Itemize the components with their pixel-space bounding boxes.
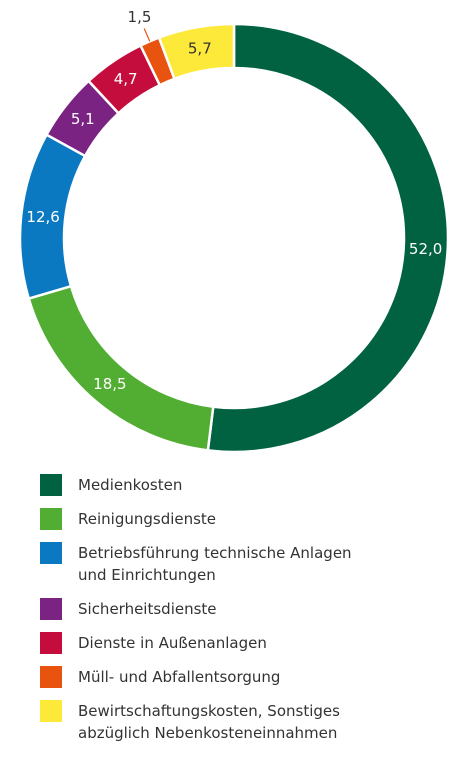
value-label: 52,0 bbox=[409, 240, 442, 258]
legend-item: Bewirtschaftungskosten, Sonstiges abzügl… bbox=[40, 700, 370, 744]
donut-slice bbox=[206, 22, 450, 454]
legend-swatch bbox=[40, 632, 62, 654]
value-label: 5,1 bbox=[71, 110, 95, 128]
legend-item: Dienste in Außenanlagen bbox=[40, 632, 370, 654]
leader-line bbox=[143, 28, 151, 42]
legend: Medienkosten Reinigungsdienste Betriebsfüh… bbox=[40, 474, 370, 756]
chart: 52,0 18,5 12,6 5,1 4,7 1,5 5,7 bbox=[18, 8, 450, 454]
legend-swatch bbox=[40, 700, 62, 722]
legend-swatch bbox=[40, 666, 62, 688]
legend-label: Sicherheitsdienste bbox=[78, 600, 217, 618]
legend-label: Müll- und Abfallentsorgung bbox=[78, 668, 281, 686]
legend-label: Betriebsführung technische Anlagen und E… bbox=[78, 544, 352, 584]
value-label: 1,5 bbox=[128, 8, 152, 26]
value-label: 18,5 bbox=[93, 375, 126, 393]
legend-label: Bewirtschaftungskosten, Sonstiges abzügl… bbox=[78, 702, 340, 742]
legend-label: Reinigungsdienste bbox=[78, 510, 217, 528]
legend-item: Reinigungsdienste bbox=[40, 508, 370, 530]
donut-slice bbox=[27, 284, 215, 452]
legend-item: Medienkosten bbox=[40, 474, 370, 496]
value-label: 4,7 bbox=[114, 70, 138, 88]
legend-item: Sicherheitsdienste bbox=[40, 598, 370, 620]
legend-label: Dienste in Außenanlagen bbox=[78, 634, 267, 652]
legend-swatch bbox=[40, 474, 62, 496]
value-label: 5,7 bbox=[188, 40, 212, 58]
legend-item: Betriebsführung technische Anlagen und E… bbox=[40, 542, 370, 586]
legend-item: Müll- und Abfallentsorgung bbox=[40, 666, 370, 688]
value-label: 12,6 bbox=[26, 208, 59, 226]
legend-swatch bbox=[40, 598, 62, 620]
legend-swatch bbox=[40, 542, 62, 564]
donut-slice bbox=[157, 22, 236, 81]
legend-swatch bbox=[40, 508, 62, 530]
legend-label: Medienkosten bbox=[78, 476, 183, 494]
